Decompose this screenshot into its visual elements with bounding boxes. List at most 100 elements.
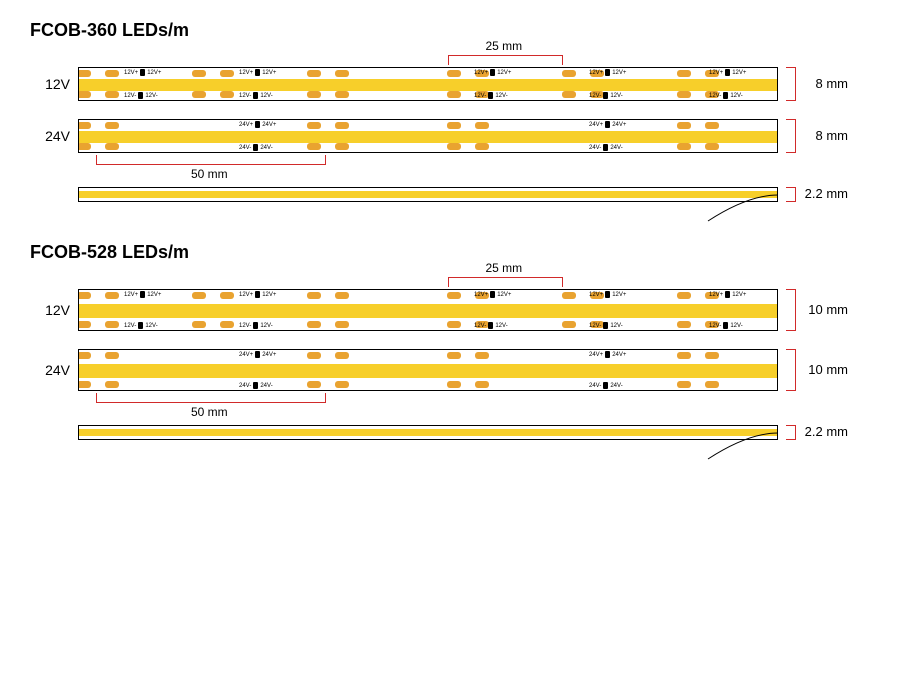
strip-container: 24V+24V+24V-24V-24V+24V+24V-24V-50 mm8 m… (78, 119, 778, 153)
solder-pad (220, 321, 234, 328)
voltage-marking-bottom: 12V-12V- (709, 322, 743, 329)
solder-pad (677, 143, 691, 150)
solder-pad (562, 292, 576, 299)
height-label: 8 mm (816, 128, 849, 143)
solder-pad (705, 122, 719, 129)
voltage-label: 12V (30, 302, 78, 318)
solder-pad (562, 91, 576, 98)
voltage-marking-top: 24V+24V+ (589, 121, 626, 128)
solder-pad (78, 70, 91, 77)
voltage-marking-bottom: 12V-12V- (239, 322, 273, 329)
solder-pad (220, 70, 234, 77)
solder-pad (335, 122, 349, 129)
led-strip: 12V+12V+ 12V-12V- 12V+12V+ 12V-12V- 12V+12V+… (78, 67, 778, 101)
solder-pad (105, 321, 119, 328)
solder-pad (307, 292, 321, 299)
solder-pad (307, 352, 321, 359)
solder-pad (220, 91, 234, 98)
led-strip: 24V+24V+ 24V-24V- 24V+24V+ 24V-24V- (78, 349, 778, 391)
solder-pad (192, 292, 206, 299)
dimension-bracket (448, 55, 563, 65)
solder-pad (335, 70, 349, 77)
strip-row: 12V12V+12V+12V-12V-12V+12V+12V-12V-12V+1… (30, 289, 888, 331)
solder-pad (78, 143, 91, 150)
solder-pad (677, 122, 691, 129)
solder-pad (677, 321, 691, 328)
solder-pad (677, 352, 691, 359)
height-bracket (786, 187, 796, 202)
side-view-row: 2.2 mm (30, 187, 888, 202)
height-bracket (786, 425, 796, 440)
solder-pad (475, 381, 489, 388)
solder-pad (105, 381, 119, 388)
solder-pad (335, 292, 349, 299)
section: FCOB-528 LEDs/m12V12V+12V+12V-12V-12V+12… (30, 242, 888, 440)
solder-pad (105, 352, 119, 359)
solder-pad (447, 122, 461, 129)
led-strip: 24V+24V+24V-24V-24V+24V+24V-24V- (78, 119, 778, 153)
solder-pad (307, 122, 321, 129)
voltage-marking-top: 12V+12V+ (474, 69, 511, 76)
solder-pad (677, 381, 691, 388)
voltage-marking-top: 12V+12V+ (474, 291, 511, 298)
solder-pad (307, 321, 321, 328)
solder-pad (220, 292, 234, 299)
height-label: 2.2 mm (805, 424, 848, 439)
solder-pad (78, 352, 91, 359)
led-core (79, 79, 777, 91)
solder-pad (705, 352, 719, 359)
voltage-marking-bottom: 12V-12V- (589, 92, 623, 99)
solder-pad (335, 143, 349, 150)
solder-pad (677, 91, 691, 98)
dimension-label: 50 mm (191, 167, 228, 181)
voltage-marking-top: 24V+24V+ (589, 351, 626, 358)
solder-pad (105, 122, 119, 129)
solder-pad (705, 381, 719, 388)
voltage-marking-bottom: 12V-12V- (589, 322, 623, 329)
solder-pad (192, 321, 206, 328)
solder-pad (335, 321, 349, 328)
solder-pad (307, 381, 321, 388)
solder-pad (78, 321, 91, 328)
dimension-label: 25 mm (486, 261, 523, 275)
strip-row: 24V24V+24V+24V-24V-24V+24V+24V-24V-50 mm… (30, 119, 888, 153)
voltage-marking-bottom: 12V-12V- (124, 322, 158, 329)
height-bracket (786, 119, 796, 153)
solder-pad (475, 143, 489, 150)
strip-container: 24V+24V+24V-24V-24V+24V+24V-24V-50 mm10 … (78, 349, 778, 391)
section-title: FCOB-360 LEDs/m (30, 20, 888, 41)
voltage-marking-top: 24V+24V+ (239, 121, 276, 128)
solder-pad (78, 122, 91, 129)
solder-pad (447, 143, 461, 150)
height-bracket (786, 289, 796, 331)
height-label: 8 mm (816, 76, 849, 91)
height-label: 2.2 mm (805, 186, 848, 201)
voltage-marking-top: 12V+12V+ (589, 291, 626, 298)
voltage-label: 12V (30, 76, 78, 92)
solder-pad (447, 352, 461, 359)
led-core (79, 131, 777, 143)
strip-row: 12V12V+12V+12V-12V-12V+12V+12V-12V-12V+1… (30, 67, 888, 101)
solder-pad (562, 70, 576, 77)
dimension-bracket (448, 277, 563, 287)
voltage-marking-bottom: 24V-24V- (589, 144, 623, 151)
voltage-marking-bottom: 24V-24V- (239, 382, 273, 389)
voltage-label: 24V (30, 362, 78, 378)
led-strip: 12V+12V+ 12V-12V- 12V+12V+ 12V-12V- 12V+12V+… (78, 289, 778, 331)
voltage-marking-bottom: 12V-12V- (124, 92, 158, 99)
solder-pad (307, 70, 321, 77)
voltage-marking-top: 24V+24V+ (239, 351, 276, 358)
strip-row: 24V24V+24V+24V-24V-24V+24V+24V-24V-50 mm… (30, 349, 888, 391)
voltage-marking-top: 12V+12V+ (709, 291, 746, 298)
strip-container: 12V+12V+ 12V-12V- 12V+12V+ 12V-12V- 12V+12V+… (78, 67, 778, 101)
voltage-marking-top: 12V+12V+ (709, 69, 746, 76)
voltage-marking-bottom: 12V-12V- (239, 92, 273, 99)
voltage-marking-top: 12V+12V+ (239, 291, 276, 298)
voltage-marking-top: 12V+12V+ (124, 69, 161, 76)
strip-container: 12V+12V+ 12V-12V- 12V+12V+ 12V-12V- 12V+12V+… (78, 289, 778, 331)
solder-pad (307, 91, 321, 98)
solder-pad (677, 70, 691, 77)
voltage-marking-bottom: 24V-24V- (589, 382, 623, 389)
solder-pad (192, 70, 206, 77)
solder-pad (447, 292, 461, 299)
